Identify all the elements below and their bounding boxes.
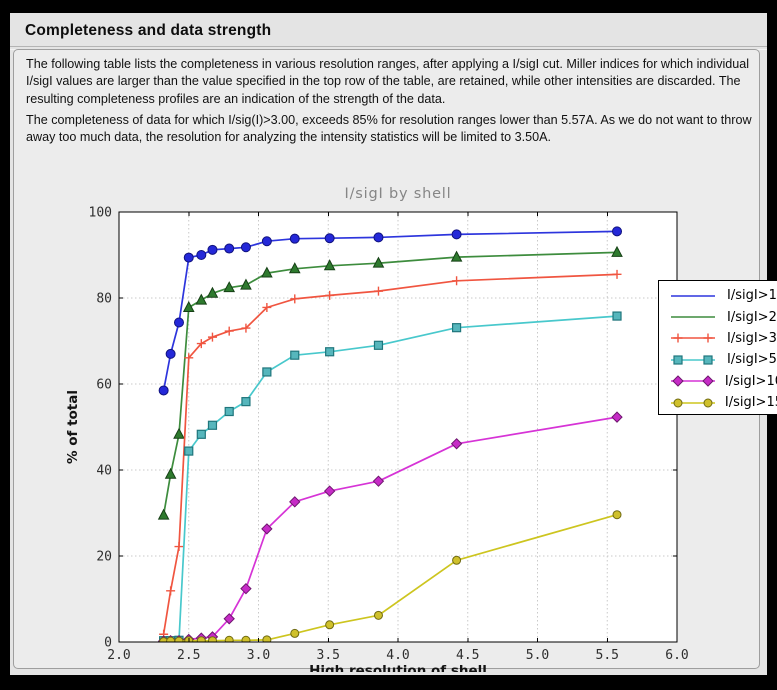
gridlines — [119, 212, 677, 642]
svg-text:5.5: 5.5 — [596, 648, 619, 663]
svg-text:4.5: 4.5 — [456, 648, 479, 663]
svg-text:4.0: 4.0 — [386, 648, 409, 663]
y-axis-label: % of total — [65, 390, 81, 464]
tick-labels: 2.0 2.5 3.0 3.5 4.0 4.5 5.0 5.5 6.0 0 20 40 60 80 100 — [89, 206, 689, 664]
legend-label: I/sigI>3 — [727, 330, 777, 346]
legend-item: I/sigI>2 — [659, 306, 777, 327]
legend-item: I/sigI>15 — [659, 392, 777, 413]
legend-label: I/sigI>10 — [724, 373, 777, 389]
page-title: Completeness and data strength — [25, 22, 272, 39]
legend-label: I/sigI>5 — [727, 352, 777, 368]
x-axis-label: High resolution of shell — [309, 663, 487, 672]
legend-line-sample-icon — [671, 294, 715, 297]
legend-line-sample-icon — [671, 333, 715, 343]
legend-line-sample-icon — [671, 375, 715, 387]
legend-line-sample-icon — [671, 398, 715, 408]
svg-text:3.0: 3.0 — [247, 648, 270, 663]
completeness-chart: 2.0 2.5 3.0 3.5 4.0 4.5 5.0 5.5 6.0 0 20 40 60 80 100 I… — [61, 161, 777, 672]
legend-item: I/sigI>1 — [659, 285, 777, 306]
legend-label: I/sigI>15 — [724, 395, 777, 411]
svg-text:20: 20 — [96, 550, 112, 565]
svg-text:2.5: 2.5 — [177, 648, 200, 663]
legend-line-sample-icon — [671, 316, 715, 318]
legend-label: I/sigI>1 — [727, 288, 777, 304]
chart-series-3 — [159, 311, 622, 642]
chart-series-1 — [157, 245, 623, 520]
svg-text:5.0: 5.0 — [526, 648, 549, 663]
legend-label: I/sigI>2 — [727, 309, 777, 325]
svg-text:100: 100 — [89, 206, 112, 221]
svg-text:80: 80 — [96, 292, 112, 307]
svg-text:6.0: 6.0 — [665, 648, 688, 663]
chart-legend: I/sigI>1 I/sigI>2 I/sigI>3 I/sigI>5 I/sigI>1… — [658, 280, 777, 415]
chart-series-2 — [159, 269, 622, 639]
legend-line-sample-icon — [671, 355, 715, 365]
report-window: Completeness and data strength The follo… — [10, 13, 777, 675]
chart-series-5 — [159, 510, 622, 642]
svg-text:0: 0 — [104, 636, 112, 651]
legend-item: I/sigI>3 — [659, 328, 777, 349]
legend-item: I/sigI>10 — [659, 371, 777, 392]
svg-text:3.5: 3.5 — [317, 648, 340, 663]
chart-series-0 — [158, 226, 623, 396]
description-paragraph: The following table lists the completene… — [26, 57, 750, 106]
chart-title: I/sigI by shell — [345, 186, 452, 202]
content-panel: The following table lists the completene… — [13, 49, 777, 672]
conclusion-paragraph: The completeness of data for which I/sig… — [26, 113, 752, 145]
chart-canvas: 2.0 2.5 3.0 3.5 4.0 4.5 5.0 5.5 6.0 0 20 40 60 80 100 I… — [65, 186, 689, 672]
legend-item: I/sigI>5 — [659, 349, 777, 370]
svg-text:60: 60 — [96, 378, 112, 393]
svg-text:2.0: 2.0 — [107, 648, 130, 663]
svg-text:40: 40 — [96, 464, 112, 479]
